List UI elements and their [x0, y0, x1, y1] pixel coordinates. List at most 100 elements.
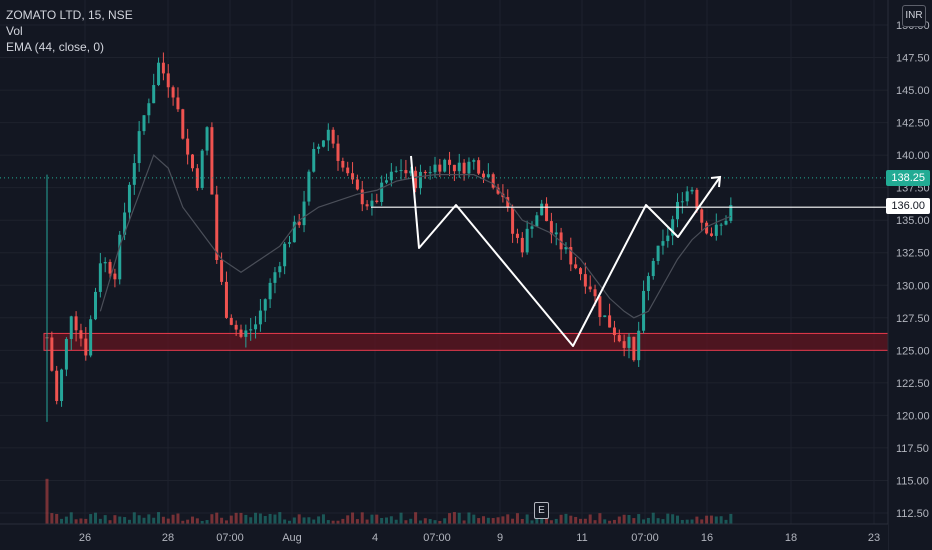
- volume-bar: [414, 512, 418, 524]
- candle-body: [181, 109, 185, 139]
- candle-body: [341, 160, 345, 168]
- volume-bar: [385, 517, 388, 524]
- candle-body: [467, 161, 471, 174]
- candle-body: [700, 209, 704, 223]
- candle-body: [651, 260, 655, 277]
- volume-bar: [132, 512, 136, 524]
- y-tick-label: 140.00: [896, 150, 930, 162]
- volume-bar: [389, 516, 393, 524]
- candle-body: [370, 200, 374, 207]
- candle-body: [414, 170, 418, 189]
- volume-bar: [142, 517, 146, 524]
- candle-body: [278, 266, 282, 273]
- volume-bar: [680, 519, 684, 524]
- candle-body: [608, 315, 612, 328]
- currency-label[interactable]: INR: [902, 5, 926, 27]
- volume-bar: [676, 515, 679, 524]
- volume-bar: [360, 512, 364, 524]
- candle-body: [680, 201, 684, 203]
- candle-body: [268, 282, 272, 300]
- volume-bar: [84, 518, 88, 524]
- candle-body: [448, 159, 452, 165]
- volume-bar: [200, 520, 204, 524]
- volume-bar: [646, 517, 650, 524]
- volume-bar: [642, 519, 646, 524]
- legend-symbol[interactable]: ZOMATO LTD, 15, NSE: [6, 8, 133, 22]
- candle-body: [239, 329, 243, 337]
- volume-bar: [671, 514, 675, 524]
- volume-bar: [273, 514, 277, 524]
- earnings-marker[interactable]: E: [534, 502, 549, 519]
- candle-body: [360, 189, 364, 205]
- candle-body: [642, 290, 646, 331]
- volume-bar: [263, 516, 267, 524]
- candle-body: [394, 170, 398, 172]
- candle-body: [496, 187, 500, 194]
- volume-bar: [423, 518, 427, 524]
- horizontal-line-price-tag: 136.00: [886, 198, 930, 214]
- volume-bar: [418, 520, 422, 524]
- candle-body: [60, 369, 64, 401]
- candle-body: [132, 163, 136, 185]
- candle-body: [724, 220, 728, 225]
- candle-body: [79, 330, 83, 339]
- x-tick-label: 23: [868, 532, 880, 544]
- volume-bar: [549, 520, 553, 524]
- volume-bar: [317, 516, 321, 524]
- volume-bar: [583, 518, 587, 524]
- volume-bar: [554, 518, 558, 524]
- volume-bar: [292, 517, 296, 524]
- volume-bar: [520, 518, 524, 524]
- volume-bar: [540, 516, 544, 524]
- x-tick-label: 28: [162, 532, 174, 544]
- volume-bar: [656, 518, 660, 524]
- volume-bar: [302, 517, 306, 524]
- y-tick-label: 117.50: [896, 443, 929, 455]
- volume-bar: [637, 514, 641, 524]
- candle-body: [292, 221, 296, 243]
- candle-body: [127, 184, 131, 213]
- volume-bar: [501, 516, 505, 524]
- x-tick-label: 07:00: [216, 532, 244, 544]
- volume-bar: [651, 512, 655, 524]
- candle-body: [108, 261, 112, 274]
- volume-bar: [288, 520, 291, 524]
- y-tick-label: 147.50: [896, 53, 930, 65]
- candle-body: [404, 170, 408, 174]
- candle-body: [137, 131, 141, 164]
- candle-body: [646, 276, 650, 291]
- candle-body: [200, 150, 204, 188]
- volume-bar: [685, 519, 689, 524]
- candle-body: [50, 337, 54, 371]
- candle-body: [443, 159, 447, 172]
- x-tick-label: 18: [785, 532, 797, 544]
- candle-body: [375, 200, 379, 203]
- candle-body: [583, 274, 587, 287]
- candle-body: [593, 289, 597, 297]
- y-tick-label: 125.00: [896, 345, 930, 357]
- y-tick-label: 115.00: [896, 475, 929, 487]
- candle-body: [186, 138, 190, 155]
- volume-bar: [375, 514, 379, 524]
- volume-bar: [627, 515, 631, 524]
- candle-body: [695, 189, 699, 210]
- volume-bar: [147, 514, 151, 524]
- candle-body: [321, 140, 325, 147]
- candle-body: [147, 103, 151, 116]
- candle-body: [491, 174, 495, 188]
- candle-body: [312, 148, 316, 172]
- legend-volume[interactable]: Vol: [6, 24, 23, 38]
- volume-bar: [137, 515, 141, 524]
- volume-bar: [181, 520, 185, 524]
- volume-bar: [714, 516, 718, 524]
- x-tick-label: 07:00: [631, 532, 659, 544]
- candle-body: [166, 73, 170, 88]
- legend-ema[interactable]: EMA (44, close, 0): [6, 40, 105, 54]
- y-tick-label: 142.50: [896, 118, 930, 130]
- candle-body: [661, 241, 665, 246]
- candle-body: [428, 172, 432, 174]
- volume-bar: [462, 520, 466, 524]
- volume-bar: [341, 518, 345, 524]
- x-tick-label: Aug: [282, 532, 302, 544]
